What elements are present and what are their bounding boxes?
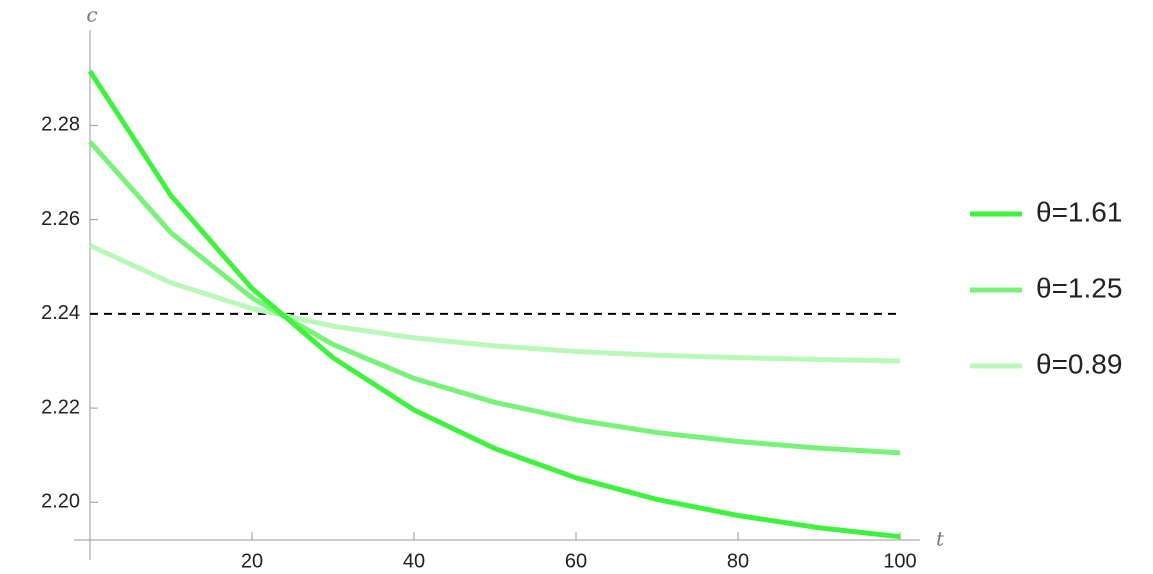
series-line <box>87 69 901 540</box>
x-tick-label: 100 <box>883 550 916 572</box>
legend-text: θ=0.89 <box>1036 348 1122 379</box>
y-axis-label: c <box>86 3 97 27</box>
legend-text: θ=1.25 <box>1036 272 1122 303</box>
y-tick-label: 2.28 <box>41 114 80 136</box>
y-tick-label: 2.20 <box>41 491 80 513</box>
x-tick-label: 80 <box>727 550 749 572</box>
series-line <box>88 243 901 364</box>
legend-text: θ=1.61 <box>1036 196 1122 227</box>
x-tick-label: 20 <box>241 550 263 572</box>
series-line <box>88 140 901 456</box>
y-tick-label: 2.26 <box>41 208 80 230</box>
y-tick-label: 2.24 <box>41 302 80 324</box>
y-tick-label: 2.22 <box>41 396 80 418</box>
x-tick-label: 40 <box>403 550 425 572</box>
x-axis-label: t <box>936 527 945 551</box>
x-tick-label: 60 <box>565 550 587 572</box>
